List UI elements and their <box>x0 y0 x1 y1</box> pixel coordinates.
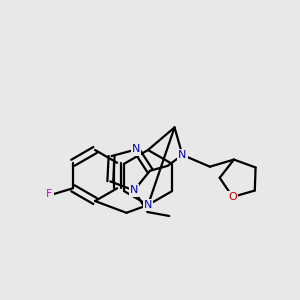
Text: F: F <box>46 189 52 199</box>
Text: N: N <box>130 185 138 196</box>
Text: N: N <box>132 145 140 154</box>
Text: N: N <box>144 200 152 210</box>
Text: O: O <box>228 192 237 202</box>
Text: N: N <box>178 150 187 160</box>
